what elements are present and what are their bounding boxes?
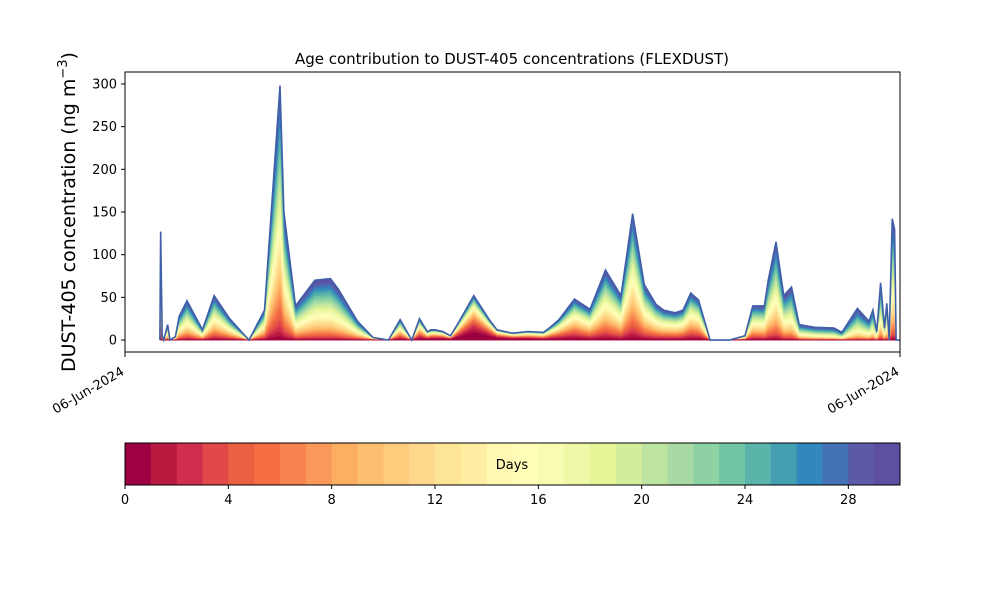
colorbar-swatch-22 (693, 443, 720, 485)
colorbar-swatch-24 (745, 443, 772, 485)
y-axis-label-main: DUST-405 concentration (ng m (58, 79, 80, 372)
y-axis: 0 50 100 150 200 250 300 (92, 77, 125, 349)
age-band-10-11-days (159, 268, 900, 341)
colorbar-swatch-11 (409, 443, 436, 485)
colorbar-swatch-26 (796, 443, 823, 485)
colorbar-swatch-2 (176, 443, 203, 485)
y-tick-label: 250 (92, 120, 117, 135)
colorbar-swatch-10 (383, 443, 410, 485)
age-band-4-5-days (159, 312, 900, 341)
age-band-5-6-days (159, 305, 900, 341)
colorbar-swatch-16 (538, 443, 565, 485)
total-line-group (159, 85, 900, 343)
age-band-3-4-days (159, 319, 900, 341)
colorbar-tick-label: 20 (633, 493, 650, 508)
colorbar-swatch-6 (280, 443, 307, 485)
colorbar (125, 443, 901, 485)
colorbar-swatch-19 (615, 443, 643, 485)
y-axis-label-close: ) (58, 52, 80, 59)
colorbar-swatch-25 (770, 443, 798, 485)
colorbar-swatch-20 (641, 443, 668, 485)
x-axis: 06-Jun-2024 06-Jun-2024 (50, 352, 902, 417)
colorbar-swatch-12 (435, 443, 462, 485)
colorbar-tick-label: 24 (737, 493, 754, 508)
age-band-8-9-days (159, 284, 900, 341)
colorbar-swatch-18 (590, 443, 617, 485)
y-axis-label: DUST-405 concentration (ng m−3) (56, 52, 80, 372)
chart-title: Age contribution to DUST-405 concentrati… (295, 50, 729, 68)
total-concentration-line (159, 85, 900, 343)
y-tick-label: 100 (92, 248, 117, 263)
y-axis-label-superscript: −3 (56, 59, 71, 78)
colorbar-swatch-27 (822, 443, 849, 485)
colorbar-swatch-1 (150, 443, 178, 485)
y-tick-label: 0 (109, 334, 117, 349)
colorbar-tick-label: 0 (121, 493, 129, 508)
y-tick-label: 50 (100, 291, 117, 306)
colorbar-swatch-3 (202, 443, 229, 485)
colorbar-swatch-13 (460, 443, 488, 485)
colorbar-swatch-21 (667, 443, 694, 485)
colorbar-swatch-14 (486, 443, 513, 485)
colorbar-swatch-15 (512, 443, 539, 485)
age-band-11-12-days (159, 259, 900, 341)
colorbar-swatch-7 (305, 443, 333, 485)
colorbar-swatch-17 (564, 443, 591, 485)
colorbar-tick-label: 12 (427, 493, 444, 508)
stacked-areas (159, 85, 900, 341)
colorbar-swatch-23 (719, 443, 746, 485)
colorbar-swatch-28 (848, 443, 875, 485)
x-tick-label: 06-Jun-2024 (825, 364, 902, 417)
colorbar-swatch-0 (125, 443, 152, 485)
colorbar-tick-label: 4 (224, 493, 232, 508)
y-tick-label: 200 (92, 163, 117, 178)
colorbar-tick-label: 16 (530, 493, 547, 508)
age-band-7-8-days (159, 290, 900, 341)
age-band-12-13-days (159, 251, 900, 341)
y-tick-label: 150 (92, 206, 117, 221)
colorbar-swatch-8 (331, 443, 358, 485)
colorbar-ticks: 0 4 8 12 16 20 24 28 (121, 485, 857, 508)
colorbar-swatch-5 (254, 443, 281, 485)
age-band-0-1-days (159, 331, 900, 341)
colorbar-swatch-4 (228, 443, 255, 485)
age-band-2-3-days (159, 325, 900, 341)
colorbar-tick-label: 28 (840, 493, 857, 508)
colorbar-label: Days (496, 458, 529, 473)
age-band-6-7-days (159, 298, 900, 341)
colorbar-swatch-29 (874, 443, 901, 485)
y-tick-label: 300 (92, 77, 117, 92)
colorbar-frame (124, 442, 901, 486)
colorbar-swatch-9 (357, 443, 384, 485)
age-band-9-10-days (159, 276, 900, 341)
colorbar-tick-label: 8 (328, 493, 336, 508)
